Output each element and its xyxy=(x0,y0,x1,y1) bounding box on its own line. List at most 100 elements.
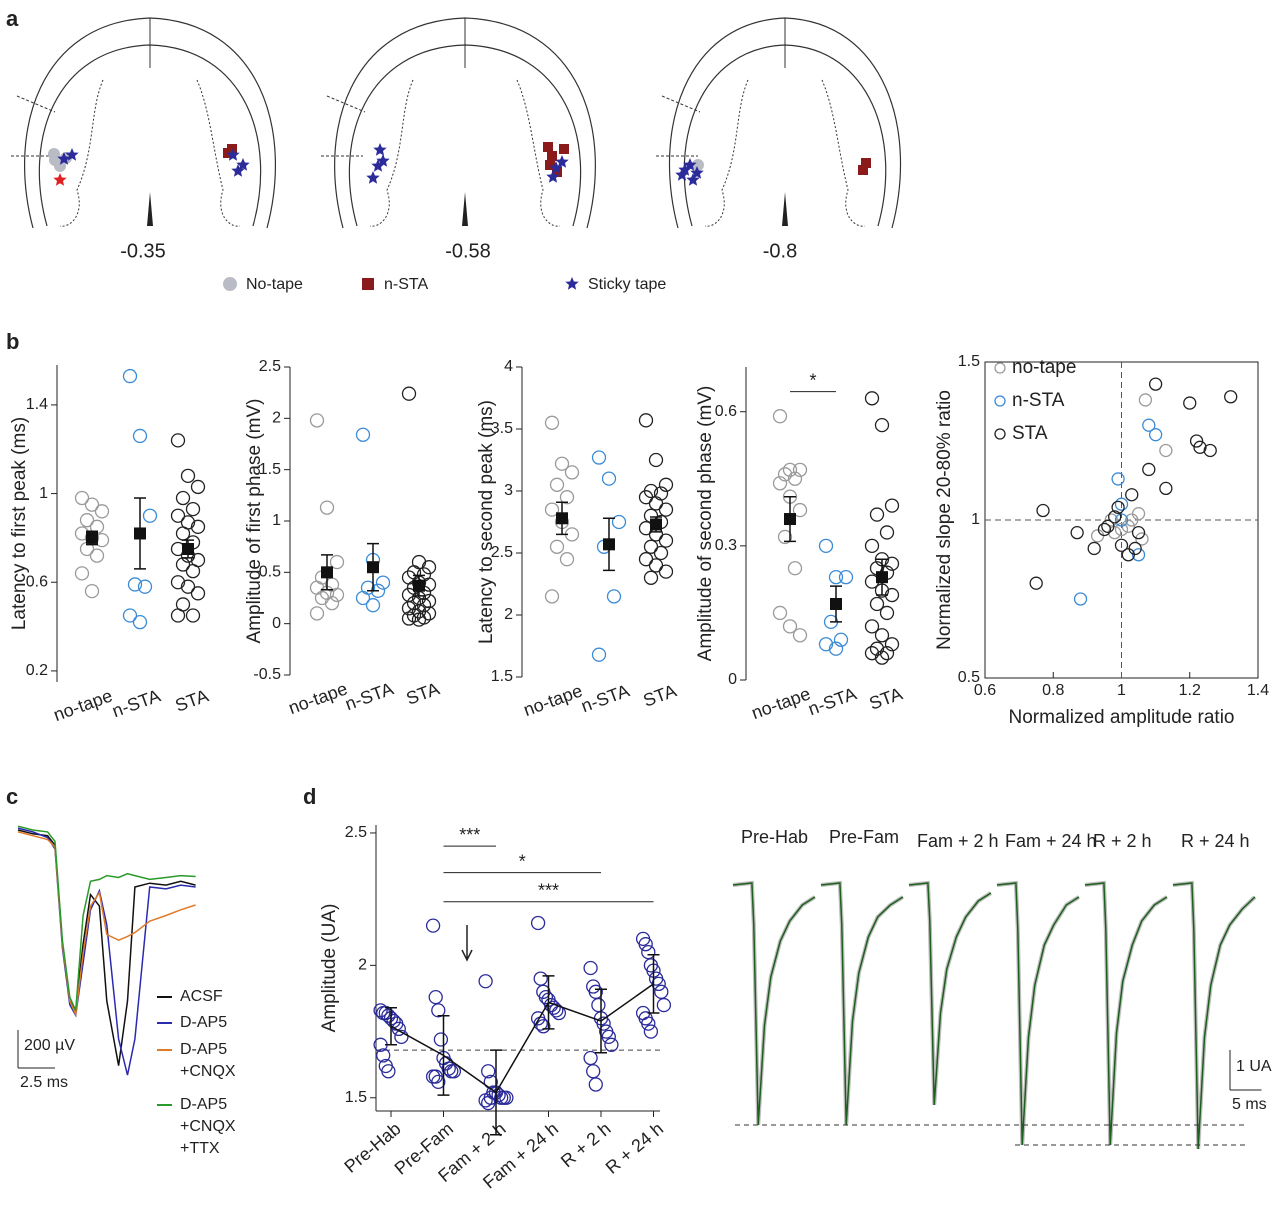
data-point xyxy=(792,462,808,477)
y-tick-label: 1.5 xyxy=(491,668,513,685)
data-point xyxy=(1097,522,1112,537)
panel-label: b xyxy=(6,329,19,354)
y-tick-label: 0.2 xyxy=(26,662,48,679)
trace xyxy=(908,882,992,1106)
data-point xyxy=(329,554,345,570)
y-tick-label: 3 xyxy=(504,482,513,499)
data-point xyxy=(604,1037,619,1052)
y-tick-label: 1 xyxy=(39,485,48,502)
data-point xyxy=(132,428,148,444)
data-point xyxy=(381,1064,396,1079)
data-point xyxy=(818,538,834,554)
data-point xyxy=(446,1064,462,1079)
trace xyxy=(17,825,196,1011)
y-tick-label: 0.6 xyxy=(715,403,737,420)
data-point xyxy=(1135,532,1149,546)
mean-line xyxy=(390,983,654,1094)
site-sticky-tape xyxy=(65,148,79,161)
ventricle xyxy=(782,192,788,226)
x-tick-label: n-STA xyxy=(578,680,632,716)
trace-label: Pre-Fam xyxy=(829,827,899,847)
error-bar xyxy=(595,988,607,1054)
data-point xyxy=(533,971,548,986)
data-point xyxy=(314,590,330,606)
ventricle xyxy=(147,192,153,226)
data-point xyxy=(431,1074,446,1090)
data-point xyxy=(596,1016,611,1031)
data-point xyxy=(869,641,885,656)
data-point xyxy=(588,1077,603,1092)
data-point xyxy=(391,1021,406,1037)
mean-marker xyxy=(134,527,146,540)
data-point xyxy=(643,570,659,585)
x-tick-label: no-tape xyxy=(749,683,813,723)
data-point xyxy=(1148,377,1163,391)
data-point xyxy=(365,598,381,613)
data-point xyxy=(309,580,325,595)
section-label: -0.58 xyxy=(445,240,491,262)
x-tick-label: 0.8 xyxy=(1042,682,1064,699)
data-point xyxy=(643,1024,659,1039)
x-tick-label: no-tape xyxy=(521,680,585,720)
data-point xyxy=(190,519,206,534)
data-point xyxy=(864,538,880,554)
site-sticky-tape xyxy=(231,164,245,177)
data-point xyxy=(658,533,674,548)
trace-halo xyxy=(732,880,816,1126)
data-point xyxy=(638,552,654,567)
scale-label: 1 UA xyxy=(1236,1058,1272,1075)
y-tick-label: 2.5 xyxy=(259,358,281,375)
data-point xyxy=(1101,519,1115,533)
error-bar xyxy=(490,1049,502,1136)
data-point xyxy=(355,427,371,442)
striatum-outline xyxy=(704,79,749,227)
trace-label: Fam + 24 h xyxy=(1005,831,1097,851)
data-point xyxy=(1114,497,1129,511)
data-point xyxy=(431,1003,446,1018)
data-point xyxy=(1131,507,1146,521)
site-sticky-tape xyxy=(226,148,240,161)
x-tick-label: 0.6 xyxy=(974,682,996,699)
data-point xyxy=(787,471,803,486)
panel-label: c xyxy=(6,784,18,809)
mean-marker xyxy=(367,561,379,574)
data-point xyxy=(651,976,666,992)
y-tick-label: -0.5 xyxy=(253,666,281,683)
data-point xyxy=(864,619,880,634)
data-point xyxy=(1111,472,1125,486)
data-point xyxy=(601,1029,616,1045)
data-point xyxy=(869,507,885,522)
site-sticky-tape xyxy=(57,152,71,165)
data-point xyxy=(1159,481,1173,496)
data-point xyxy=(1189,434,1204,448)
data-point xyxy=(1138,393,1153,407)
legend-label: no-tape xyxy=(1012,357,1076,378)
data-point xyxy=(1104,513,1118,527)
data-point xyxy=(648,452,664,468)
y-tick-label: 4 xyxy=(504,358,513,375)
data-point xyxy=(641,1016,656,1031)
data-point xyxy=(549,1003,564,1018)
y-axis-label: Normalized slope 20-80% ratio xyxy=(934,390,955,650)
data-point xyxy=(137,579,153,594)
cortex-boundary xyxy=(656,95,701,157)
y-tick-label: 0.5 xyxy=(958,669,980,686)
y-tick-label: 2 xyxy=(272,410,281,427)
legend-label: ACSF xyxy=(180,988,223,1005)
data-point xyxy=(170,608,186,623)
mean-marker xyxy=(876,571,888,584)
site-n-sta xyxy=(227,144,237,154)
data-point xyxy=(74,566,90,581)
data-point xyxy=(864,391,880,406)
data-point xyxy=(1131,525,1146,540)
site-sticky-tape xyxy=(236,158,250,171)
data-point xyxy=(828,641,844,656)
data-point xyxy=(782,462,798,477)
site-n-sta xyxy=(552,167,562,177)
data-point xyxy=(433,1032,449,1047)
data-point xyxy=(544,502,560,517)
legend-label: D-AP5 +CNQX +TTX xyxy=(180,1096,236,1157)
trace-halo xyxy=(820,880,904,1126)
x-tick-label: no-tape xyxy=(51,685,115,725)
data-point xyxy=(874,628,890,643)
